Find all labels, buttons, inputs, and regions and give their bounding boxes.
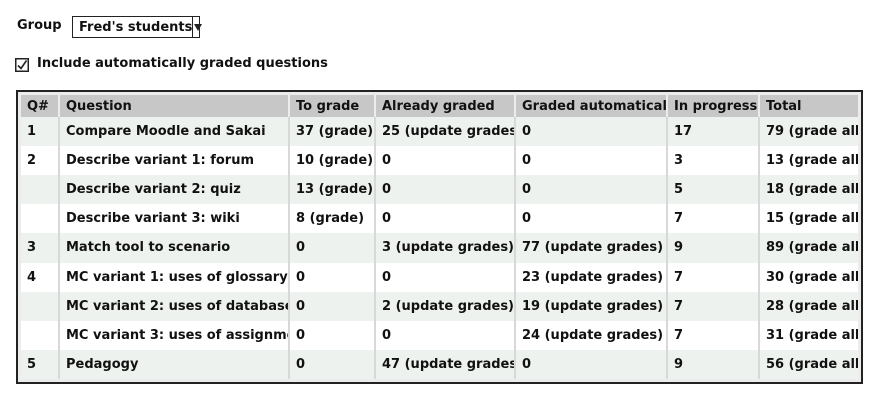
cell-total[interactable]: 31 (grade all) (758, 320, 858, 350)
column-header-total: Total (758, 95, 858, 117)
cell-to-grade[interactable]: 8 (grade) (288, 204, 375, 234)
cell-to-grade[interactable]: 37 (grade) (288, 117, 375, 147)
group-select[interactable]: Fred's students (72, 16, 203, 38)
cell-total[interactable]: 30 (grade all) (758, 262, 858, 292)
cell-to-grade[interactable]: 10 (grade) (288, 146, 375, 176)
group-label: Group (17, 18, 62, 33)
cell-question: Pedagogy (58, 349, 289, 379)
cell-qnum (21, 204, 59, 234)
column-header-to-grade: To grade (288, 95, 375, 117)
cell-question: Describe variant 3: wiki (58, 204, 289, 234)
cell-question: Describe variant 2: quiz (58, 175, 289, 205)
cell-in-progress: 17 (666, 117, 759, 147)
cell-graded-automatically[interactable]: 24 (update grades) (514, 320, 667, 350)
cell-in-progress: 3 (666, 146, 759, 176)
cell-total[interactable]: 15 (grade all) (758, 204, 858, 234)
column-header-in-progress: In progress (666, 95, 759, 117)
cell-to-grade: 0 (288, 291, 375, 321)
table-header-row: Q# Question To grade Already graded Grad… (21, 95, 858, 117)
cell-to-grade: 0 (288, 233, 375, 263)
cell-question: MC variant 2: uses of database (58, 291, 289, 321)
grading-table: Q# Question To grade Already graded Grad… (16, 90, 863, 384)
cell-already-graded: 0 (374, 204, 515, 234)
cell-already-graded: 0 (374, 146, 515, 176)
table-row: MC variant 3: uses of assignment 0 0 24 … (21, 320, 858, 350)
table-row: 4 MC variant 1: uses of glossary 0 0 23 … (21, 262, 858, 292)
cell-in-progress: 5 (666, 175, 759, 205)
group-select-value: Fred's students (79, 19, 193, 35)
cell-qnum (21, 175, 59, 205)
cell-in-progress: 7 (666, 291, 759, 321)
cell-qnum: 4 (21, 262, 59, 292)
cell-in-progress: 7 (666, 262, 759, 292)
cell-total[interactable]: 13 (grade all) (758, 146, 858, 176)
cell-already-graded: 0 (374, 320, 515, 350)
table-row: 1 Compare Moodle and Sakai 37 (grade) 25… (21, 117, 858, 147)
table-row: 3 Match tool to scenario 0 3 (update gra… (21, 233, 858, 263)
cell-already-graded: 0 (374, 262, 515, 292)
cell-graded-automatically[interactable]: 23 (update grades) (514, 262, 667, 292)
cell-question: Compare Moodle and Sakai (58, 117, 289, 147)
table-row: Describe variant 3: wiki 8 (grade) 0 0 7… (21, 204, 858, 234)
cell-already-graded[interactable]: 3 (update grades) (374, 233, 515, 263)
cell-to-grade: 0 (288, 320, 375, 350)
cell-total[interactable]: 28 (grade all) (758, 291, 858, 321)
cell-graded-automatically: 0 (514, 175, 667, 205)
cell-total[interactable]: 89 (grade all) (758, 233, 858, 263)
column-header-graded-automatically: Graded automatically (514, 95, 667, 117)
cell-question: MC variant 1: uses of glossary (58, 262, 289, 292)
auto-graded-option: Include automatically graded questions (15, 56, 328, 72)
cell-qnum: 3 (21, 233, 59, 263)
cell-question: Describe variant 1: forum (58, 146, 289, 176)
cell-total[interactable]: 79 (grade all) (758, 117, 858, 147)
cell-graded-automatically[interactable]: 19 (update grades) (514, 291, 667, 321)
cell-in-progress: 9 (666, 349, 759, 379)
column-header-question: Question (58, 95, 289, 117)
cell-already-graded[interactable]: 47 (update grades) (374, 349, 515, 379)
cell-total[interactable]: 18 (grade all) (758, 175, 858, 205)
cell-to-grade: 0 (288, 349, 375, 379)
cell-graded-automatically: 0 (514, 204, 667, 234)
cell-qnum (21, 291, 59, 321)
cell-total[interactable]: 56 (grade all) (758, 349, 858, 379)
cell-already-graded[interactable]: 25 (update grades) (374, 117, 515, 147)
cell-graded-automatically: 0 (514, 349, 667, 379)
column-header-already-graded: Already graded (374, 95, 515, 117)
cell-graded-automatically[interactable]: 77 (update grades) (514, 233, 667, 263)
table-row: Describe variant 2: quiz 13 (grade) 0 0 … (21, 175, 858, 205)
cell-qnum: 1 (21, 117, 59, 147)
table-row: MC variant 2: uses of database 0 2 (upda… (21, 291, 858, 321)
cell-in-progress: 7 (666, 204, 759, 234)
cell-graded-automatically: 0 (514, 117, 667, 147)
cell-question: Match tool to scenario (58, 233, 289, 263)
cell-to-grade: 0 (288, 262, 375, 292)
cell-question: MC variant 3: uses of assignment (58, 320, 289, 350)
auto-graded-checkbox[interactable] (15, 57, 29, 72)
table-row: 2 Describe variant 1: forum 10 (grade) 0… (21, 146, 858, 176)
cell-qnum: 2 (21, 146, 59, 176)
cell-to-grade[interactable]: 13 (grade) (288, 175, 375, 205)
cell-already-graded[interactable]: 2 (update grades) (374, 291, 515, 321)
cell-in-progress: 7 (666, 320, 759, 350)
cell-graded-automatically: 0 (514, 146, 667, 176)
auto-graded-label: Include automatically graded questions (37, 56, 328, 71)
table-row: 5 Pedagogy 0 47 (update grades) 0 9 56 (… (21, 349, 858, 379)
cell-already-graded: 0 (374, 175, 515, 205)
dropdown-arrow-icon[interactable] (192, 17, 203, 37)
cell-in-progress: 9 (666, 233, 759, 263)
cell-qnum: 5 (21, 349, 59, 379)
column-header-qnum: Q# (21, 95, 59, 117)
cell-qnum (21, 320, 59, 350)
